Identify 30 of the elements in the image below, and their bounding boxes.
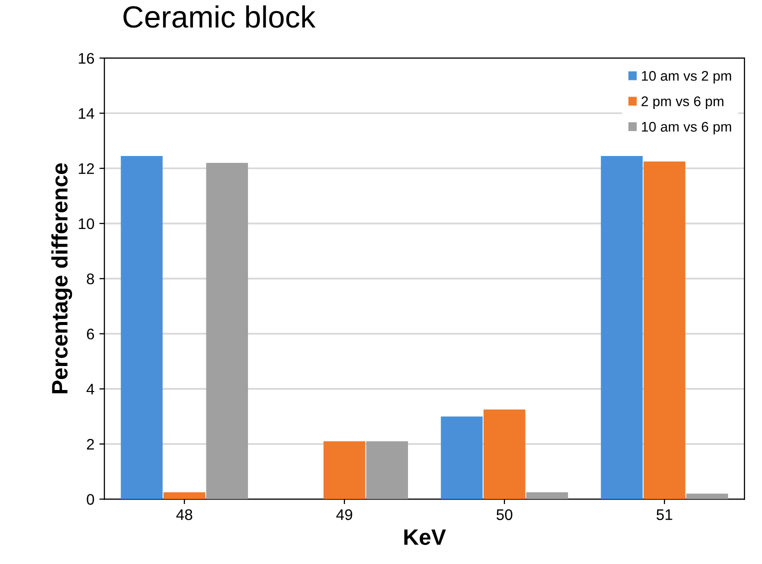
- y-tick-label: 0: [86, 494, 94, 505]
- y-tick-label: 4: [86, 384, 94, 394]
- bar: [163, 492, 206, 500]
- x-axis-title: KeV: [404, 529, 446, 545]
- bar: [686, 494, 728, 500]
- y-tick-label: 8: [86, 273, 94, 284]
- y-tick-label: 16: [78, 52, 94, 64]
- bar: [440, 416, 483, 500]
- bar: [644, 161, 686, 500]
- x-tick-label: 49: [336, 509, 352, 520]
- x-tick-label: 48: [176, 509, 192, 520]
- y-axis-title: Percentage difference: [51, 163, 72, 394]
- legend-label: 10 am vs 2 pm: [642, 70, 732, 84]
- y-tick-label: 10: [78, 218, 94, 230]
- y-tick-label: 14: [78, 108, 94, 119]
- bar: [120, 156, 163, 500]
- x-tick-label: 50: [496, 509, 512, 520]
- y-tick-label: 6: [86, 328, 94, 340]
- bar: [484, 410, 526, 500]
- bar: [526, 492, 568, 500]
- y-tick-label: 2: [86, 438, 94, 450]
- legend-label: 2 pm vs 6 pm: [642, 96, 724, 109]
- bar: [206, 162, 248, 500]
- bar: [600, 156, 643, 500]
- bar: [324, 441, 366, 500]
- legend-label: 10 am vs 6 pm: [642, 122, 732, 134]
- x-tick-label: 51: [656, 509, 672, 520]
- bar: [366, 441, 408, 500]
- chart-title: Ceramic block: [123, 5, 316, 28]
- y-tick-label: 12: [78, 163, 94, 174]
